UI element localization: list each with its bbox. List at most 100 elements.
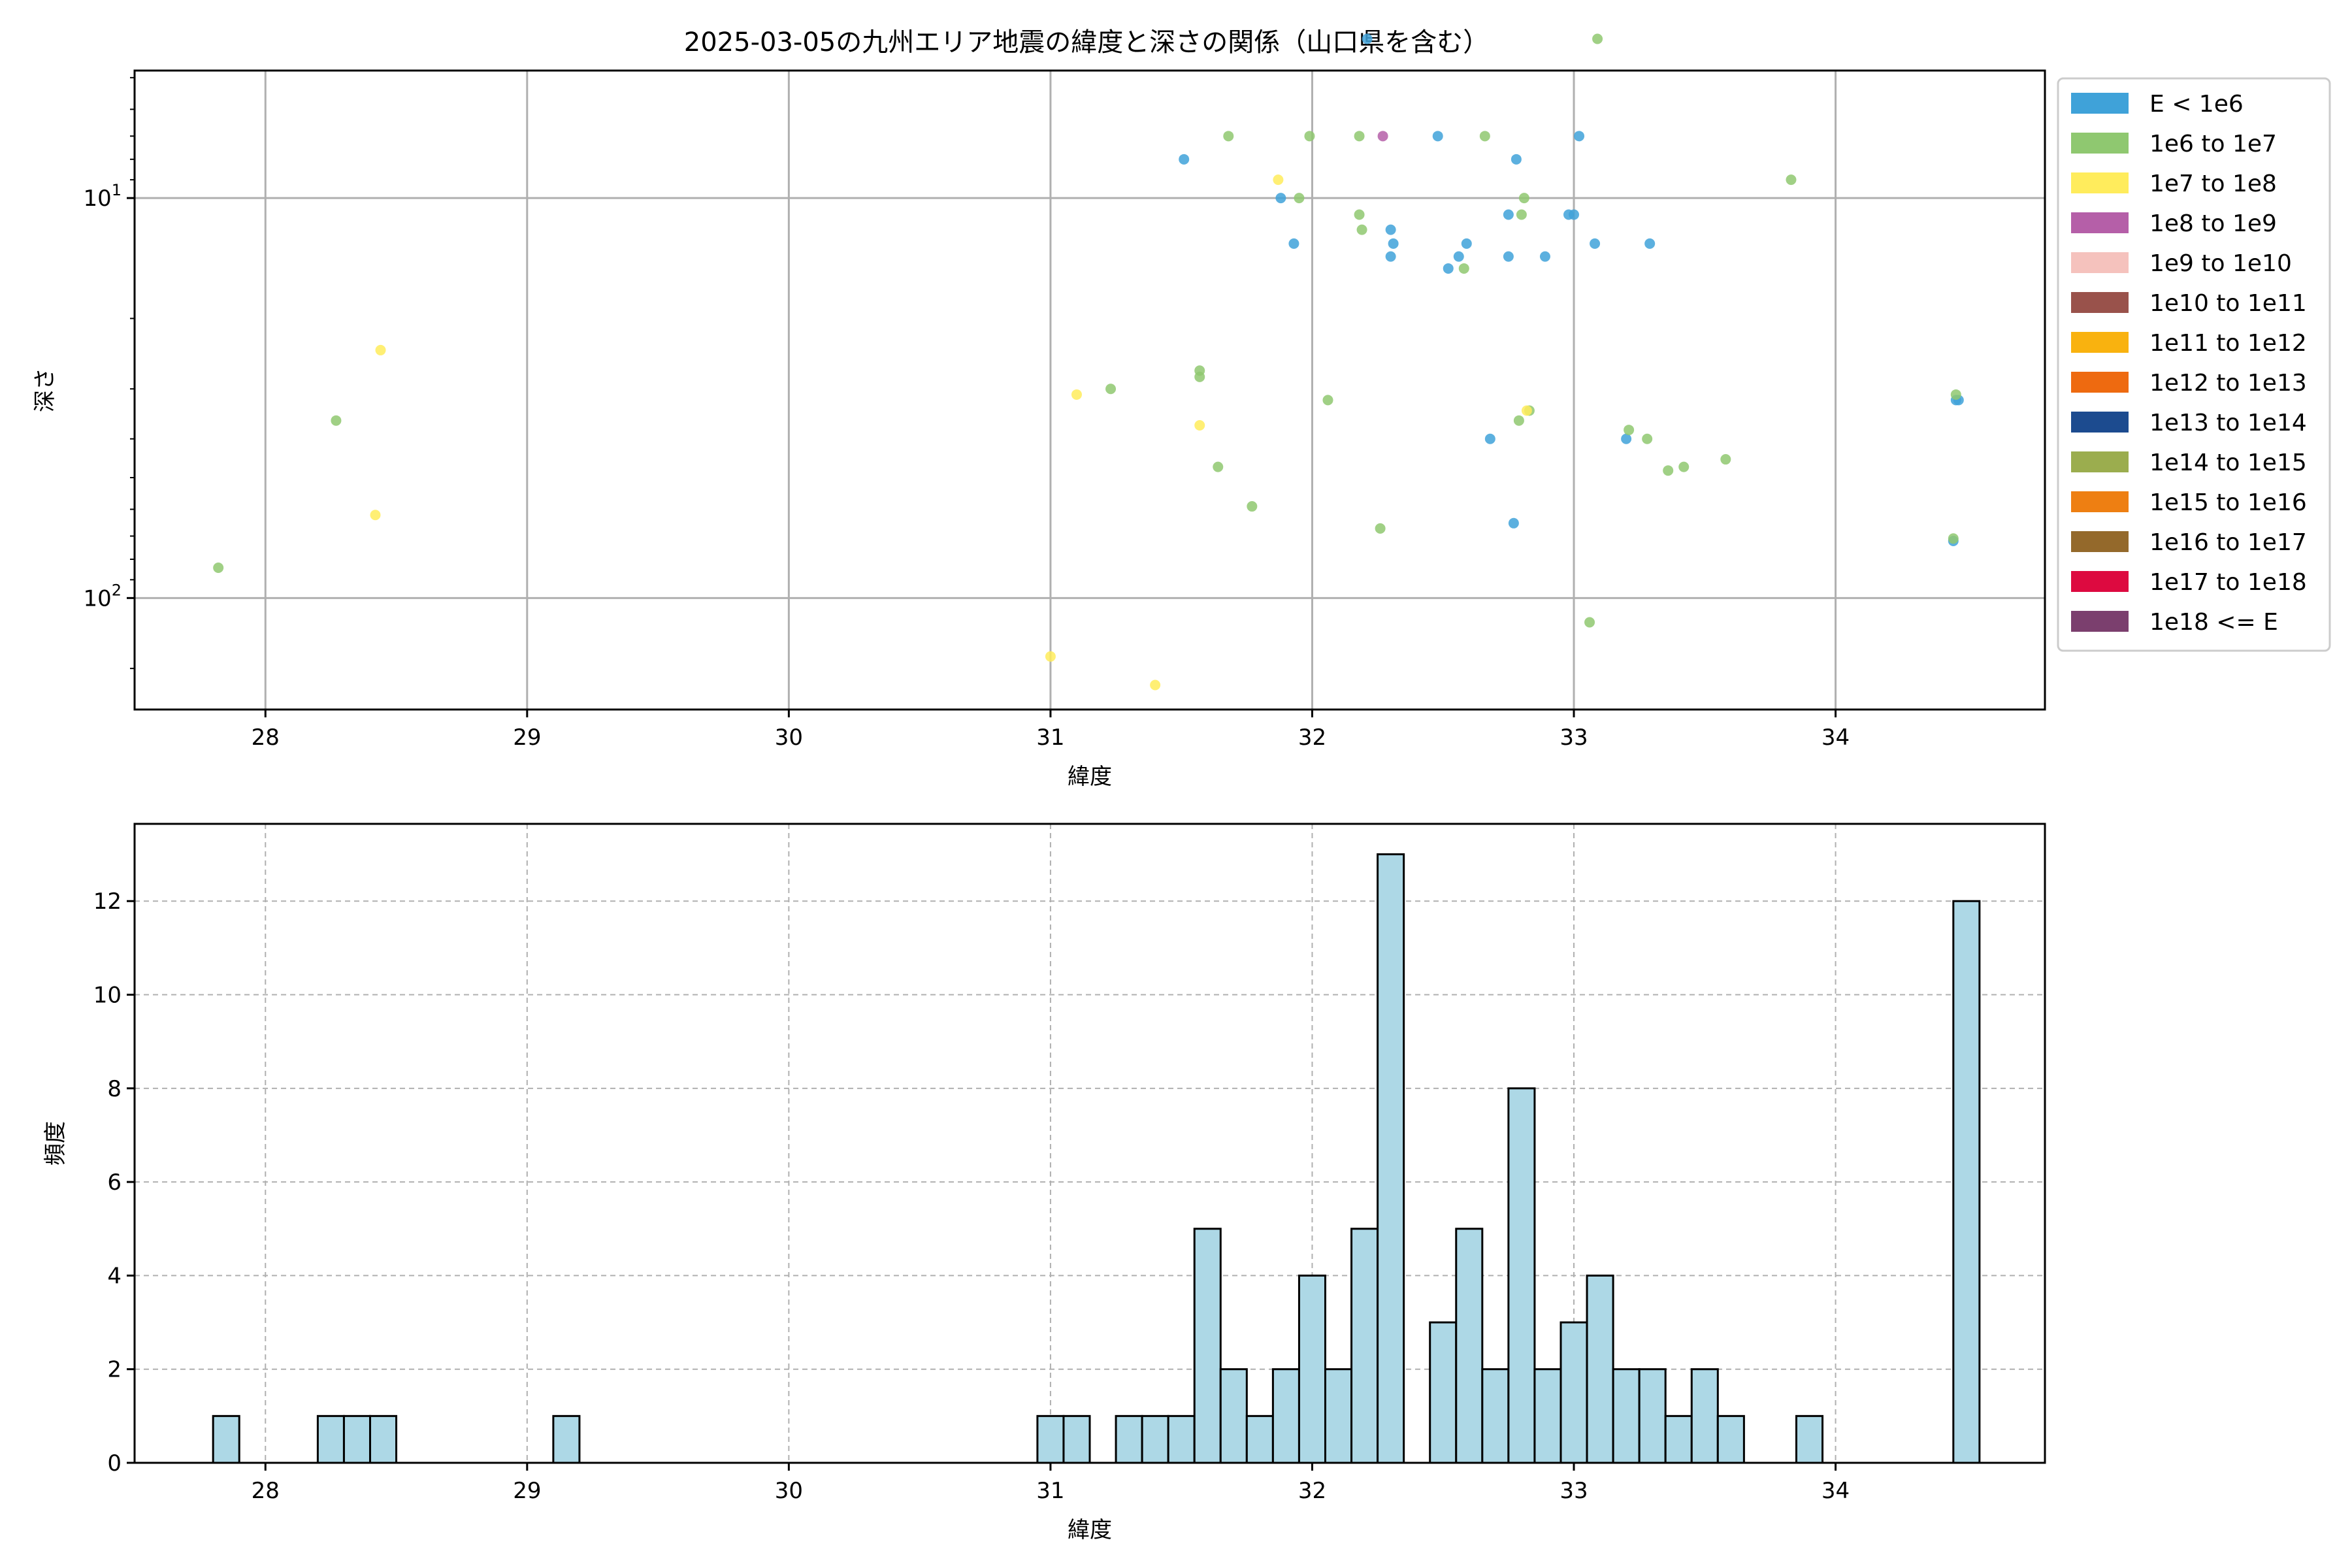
scatter-point (1574, 131, 1585, 142)
scatter-x-tick-label: 28 (252, 725, 280, 751)
scatter-point (1458, 263, 1469, 274)
scatter-point (1503, 209, 1514, 220)
legend-swatch (2071, 212, 2129, 233)
histogram-bar (1324, 1368, 1353, 1464)
scatter-point (1294, 193, 1305, 204)
histogram-x-tick-label: 29 (513, 1478, 541, 1504)
scatter-point (1375, 523, 1386, 534)
scatter-point (1663, 465, 1674, 476)
scatter-y-tick-label: 102 (83, 581, 122, 612)
histogram-y-ticks: 0 2 4 6 8 10 12 (93, 889, 135, 1477)
histogram-bar (1586, 1274, 1614, 1464)
histogram-panel: 28 29 30 31 32 33 34 0 2 4 6 8 10 12 緯度 頻度 (42, 823, 2046, 1543)
scatter-point (1150, 679, 1161, 691)
legend-entry-label: 1e11 to 1e12 (2149, 330, 2307, 357)
scatter-point (1484, 433, 1495, 444)
histogram-bar (1952, 900, 1981, 1464)
chart-title: 2025-03-05の九州エリア地震の緯度と深さの関係（山口県を含む） (684, 27, 1489, 57)
scatter-point (370, 510, 381, 521)
histogram-x-tick-label: 32 (1298, 1478, 1326, 1504)
scatter-point (1213, 461, 1224, 472)
histogram-bar (1271, 1368, 1300, 1464)
scatter-x-tick-label: 34 (1821, 725, 1850, 751)
scatter-point (213, 562, 224, 573)
histogram-y-tick-label: 4 (107, 1263, 122, 1289)
legend-swatch (2071, 451, 2129, 472)
legend-entry-label: 1e10 to 1e11 (2149, 290, 2307, 317)
scatter-point (1105, 384, 1117, 395)
scatter-y-tick-label: 101 (83, 181, 122, 212)
scatter-point (1275, 193, 1286, 204)
scatter-x-tick-label: 29 (513, 725, 541, 751)
histogram-bar (1298, 1274, 1326, 1464)
scatter-point (1461, 238, 1472, 249)
histogram-grid (135, 824, 2045, 1463)
histogram-bar (316, 1414, 345, 1464)
legend-swatch (2071, 252, 2129, 273)
histogram-bar (1560, 1321, 1588, 1464)
legend-frame (2057, 77, 2331, 652)
histogram-x-tick-label: 30 (775, 1478, 803, 1504)
scatter-point (1362, 33, 1373, 44)
legend-swatch (2071, 571, 2129, 592)
scatter-point (1590, 238, 1601, 249)
scatter-point (1194, 371, 1205, 382)
scatter-point (1443, 263, 1454, 274)
legend-swatch (2071, 372, 2129, 393)
scatter-y-axis-label: 深さ (32, 368, 58, 412)
histogram-bar (1141, 1414, 1169, 1464)
histogram-y-tick-label: 8 (107, 1076, 122, 1102)
histogram-bar (1036, 1414, 1065, 1464)
scatter-point (1678, 461, 1690, 472)
scatter-point (1045, 651, 1056, 662)
scatter-point (1377, 131, 1388, 142)
scatter-panel: 28 29 30 31 32 33 34 101 102 緯度 深さ (32, 33, 2046, 790)
scatter-plot-frame (133, 69, 2046, 711)
histogram-bar (1612, 1368, 1641, 1464)
legend-entry-label: 1e8 to 1e9 (2149, 210, 2277, 237)
scatter-point (1518, 193, 1529, 204)
scatter-point (1322, 395, 1333, 406)
histogram-x-tick-label: 28 (252, 1478, 280, 1504)
scatter-y-ticks: 101 102 (83, 76, 135, 670)
histogram-bar (1716, 1414, 1745, 1464)
histogram-bar (1638, 1368, 1667, 1464)
histogram-bar (1690, 1368, 1719, 1464)
histogram-bar (1455, 1228, 1484, 1464)
legend-entry-label: 1e13 to 1e14 (2149, 410, 2307, 436)
scatter-point (1388, 238, 1399, 249)
histogram-bars (212, 853, 1981, 1464)
scatter-point (1354, 131, 1365, 142)
legend-swatch (2071, 611, 2129, 632)
histogram-bar (212, 1414, 240, 1464)
scatter-point (1511, 154, 1522, 165)
legend-swatch (2071, 133, 2129, 154)
scatter-x-ticks: 28 29 30 31 32 33 34 (252, 710, 1850, 751)
histogram-y-tick-label: 0 (107, 1450, 122, 1477)
legend-swatch (2071, 531, 2129, 552)
scatter-point (1247, 501, 1258, 512)
scatter-point (1624, 425, 1635, 436)
scatter-point (1304, 131, 1315, 142)
scatter-point (1385, 224, 1396, 235)
histogram-y-axis-label: 頻度 (42, 1121, 69, 1166)
scatter-point (1950, 389, 1961, 400)
histogram-bar (1350, 1228, 1379, 1464)
scatter-point (1356, 224, 1367, 235)
histogram-bar (1115, 1414, 1143, 1464)
legend-entry-label: E < 1e6 (2149, 91, 2244, 118)
scatter-point (1563, 209, 1575, 220)
scatter-point (1642, 433, 1653, 444)
legend-swatch (2071, 412, 2129, 433)
scatter-x-tick-label: 30 (775, 725, 803, 751)
legend-entry-label: 1e12 to 1e13 (2149, 370, 2307, 397)
legend-swatch (2071, 93, 2129, 114)
histogram-bar (552, 1414, 581, 1464)
histogram-plot-frame (133, 823, 2046, 1464)
histogram-bar (1429, 1321, 1458, 1464)
legend-entry-label: 1e15 to 1e16 (2149, 489, 2307, 516)
scatter-point (1385, 251, 1396, 262)
scatter-point (1503, 251, 1514, 262)
histogram-x-tick-label: 31 (1036, 1478, 1064, 1504)
legend-swatch (2071, 491, 2129, 512)
